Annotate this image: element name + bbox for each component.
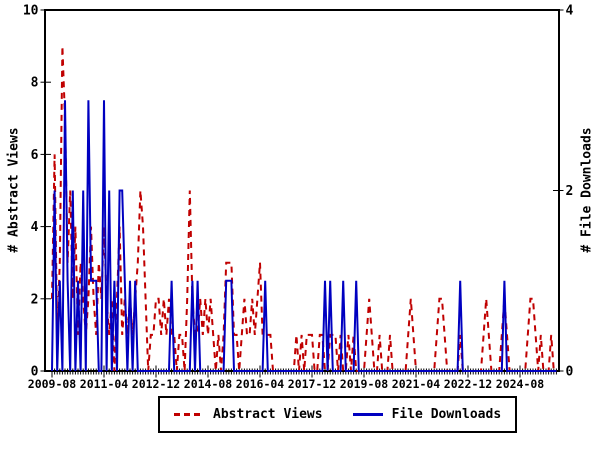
x-tick-label: 2016-04 bbox=[236, 377, 285, 391]
legend-label-abstract-views: Abstract Views bbox=[213, 407, 323, 422]
x-tick-label: 2011-04 bbox=[80, 377, 129, 391]
left-y-tick-label: 10 bbox=[23, 4, 39, 19]
x-tick-label: 2019-08 bbox=[340, 377, 389, 391]
right-y-tick-label: 0 bbox=[566, 365, 574, 380]
left-axis-title: # Abstract Views bbox=[6, 127, 22, 253]
abstract-views-line-sample bbox=[174, 413, 204, 416]
right-y-tick-label: 2 bbox=[566, 184, 574, 199]
abstract-views-line bbox=[51, 46, 557, 372]
legend-item-file-downloads: File Downloads bbox=[352, 407, 502, 422]
left-y-tick-label: 4 bbox=[31, 220, 39, 235]
left-y-tick-label: 0 bbox=[31, 365, 39, 380]
legend-label-file-downloads: File Downloads bbox=[391, 407, 502, 422]
legend: Abstract Views File Downloads bbox=[158, 396, 518, 433]
left-y-tick-label: 8 bbox=[31, 76, 39, 91]
file-downloads-line-sample bbox=[352, 413, 383, 416]
file-downloads-line bbox=[51, 100, 557, 372]
x-tick-label: 2009-08 bbox=[28, 377, 77, 391]
left-y-tick-label: 2 bbox=[31, 292, 39, 307]
right-y-tick-label: 4 bbox=[566, 4, 574, 19]
left-y-tick-label: 6 bbox=[31, 148, 39, 163]
x-tick-label: 2022-12 bbox=[444, 377, 492, 391]
x-tick-label: 2024-08 bbox=[496, 377, 545, 391]
x-tick-label: 2021-04 bbox=[392, 377, 441, 391]
x-tick-label: 2012-12 bbox=[132, 377, 180, 391]
x-tick-label: 2017-12 bbox=[288, 377, 336, 391]
x-tick-label: 2014-08 bbox=[184, 377, 233, 391]
legend-item-abstract-views: Abstract Views bbox=[174, 407, 323, 422]
right-axis-title: # File Downloads bbox=[579, 127, 595, 253]
